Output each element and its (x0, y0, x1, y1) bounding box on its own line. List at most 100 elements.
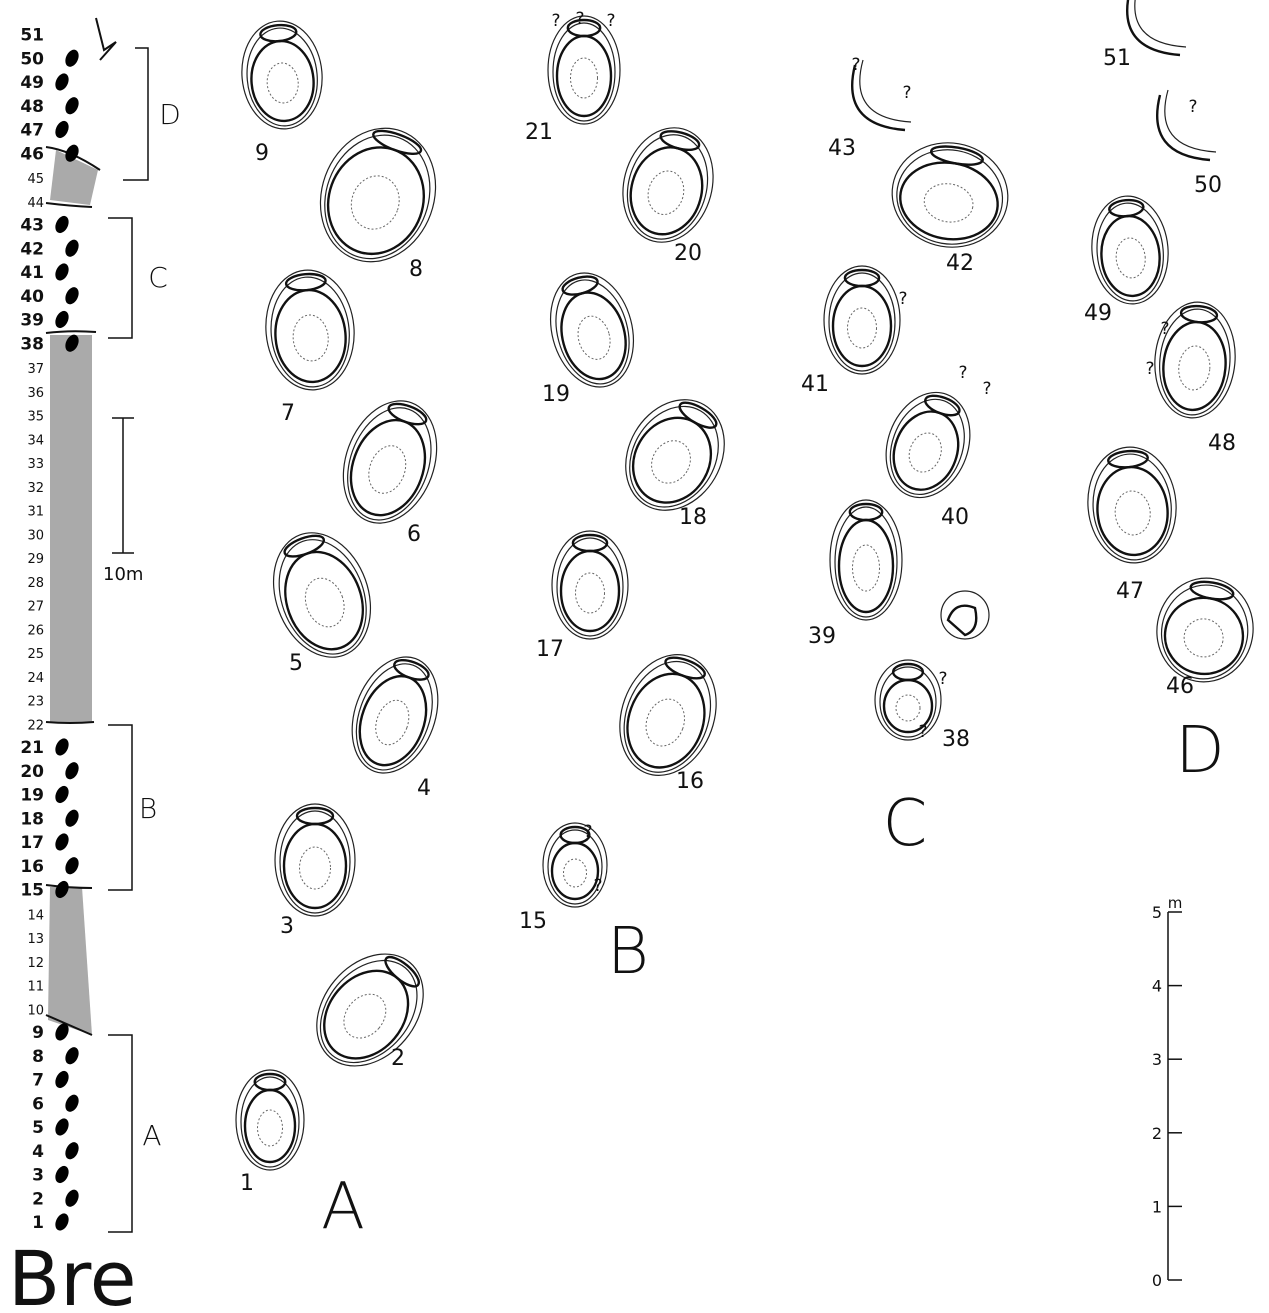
question-mark: ? (1160, 319, 1169, 339)
column-print (55, 215, 69, 234)
footprint-outline (834, 506, 898, 618)
trackway-label: D (1175, 714, 1224, 788)
column-print (65, 1189, 79, 1207)
column-print (65, 1094, 79, 1112)
footprint (829, 499, 903, 621)
footprint-outline (1096, 202, 1164, 302)
column-number: 22 (27, 718, 44, 733)
footprint-outline (270, 276, 350, 388)
footprint-arc (859, 59, 912, 123)
footprint-core (1183, 618, 1224, 658)
print-number: 47 (1116, 579, 1144, 604)
print-number: 48 (1208, 431, 1236, 456)
column-print (65, 857, 79, 875)
footprint-toe (843, 268, 881, 288)
column-number: 25 (27, 647, 44, 662)
column-print (55, 1070, 69, 1089)
column-number: 5 (32, 1118, 44, 1138)
footprint-toe (1179, 304, 1219, 324)
footprint-toe (393, 658, 430, 681)
footprint-outline (556, 537, 624, 637)
question-mark: ? (551, 11, 560, 31)
footprint (1154, 301, 1236, 419)
footprint-toe (284, 272, 327, 292)
footprint-outline (549, 272, 635, 388)
footprint (1091, 195, 1169, 305)
column-number: 2 (32, 1189, 44, 1209)
footprint-outline (542, 822, 608, 908)
footprint-toe (566, 18, 602, 38)
column-print (65, 334, 79, 352)
footprint-outline (319, 127, 437, 263)
print-number: 1 (240, 1171, 254, 1196)
scale-label: 10m (103, 564, 143, 585)
column-print (65, 1142, 79, 1160)
column-gap (50, 150, 98, 205)
footprint (874, 659, 942, 741)
footprint-outline (885, 391, 971, 499)
footprint-toe (387, 402, 428, 426)
footprint-outline (625, 399, 725, 511)
print-number: 43 (828, 136, 856, 161)
footprint-core (908, 432, 942, 473)
question-mark: ? (1145, 359, 1154, 379)
footprint-core (575, 572, 605, 614)
footprint-arc (850, 64, 906, 132)
question-mark: ? (1188, 97, 1197, 117)
question-mark: ? (958, 363, 967, 383)
column-number: 40 (20, 287, 44, 307)
column-print (55, 1118, 69, 1136)
footprint-core (375, 699, 410, 746)
footprint-outline (551, 530, 629, 640)
print-number: 8 (409, 257, 423, 282)
column-print (55, 1213, 69, 1231)
footprint-arc (1155, 94, 1211, 162)
footprint-toe (283, 534, 326, 558)
footprint-toe (664, 656, 706, 680)
column-number: 24 (27, 671, 44, 686)
scale-tick-label: 1 (1152, 1197, 1162, 1216)
footprint (547, 15, 621, 125)
column-number: 12 (27, 956, 44, 971)
footprint-outline (246, 27, 318, 127)
scale-tick-label: 2 (1152, 1124, 1162, 1143)
footprint-core (1114, 490, 1151, 536)
footprint (316, 953, 424, 1067)
column-number: 14 (27, 908, 44, 923)
column-number: 34 (27, 433, 44, 448)
footprint (342, 400, 438, 524)
column-number: 37 (27, 362, 44, 377)
footprint-outline (829, 499, 903, 621)
column-number: 50 (20, 49, 44, 69)
column-print (65, 144, 79, 162)
scale-tick-label: 3 (1152, 1050, 1162, 1069)
column-print (55, 263, 69, 281)
footprint-body (946, 604, 978, 637)
footprint (272, 532, 372, 658)
footprint-toe (1189, 580, 1235, 601)
footprint (940, 590, 990, 640)
footprint-toe (295, 806, 335, 826)
column-print (55, 880, 69, 899)
footprint-outline (879, 666, 937, 738)
footprint-toe (924, 394, 961, 417)
footprint (274, 803, 356, 917)
footprint-outline (828, 272, 896, 372)
column-number: 10 (27, 1003, 44, 1018)
scale-tick-label: 0 (1152, 1271, 1162, 1290)
footprint-toe (678, 401, 718, 429)
column-number: 45 (27, 172, 44, 187)
footprint (241, 20, 323, 130)
column-number: 6 (32, 1094, 44, 1114)
footprint-core (292, 314, 329, 362)
footprint-toe (253, 1072, 287, 1092)
column-number: 41 (20, 263, 44, 283)
print-number: 49 (1084, 301, 1112, 326)
footprint-toe (559, 825, 591, 845)
site-name: Bre (8, 1234, 136, 1313)
column-number: 17 (20, 833, 44, 853)
column-print (65, 49, 79, 67)
column-print (65, 1047, 79, 1065)
